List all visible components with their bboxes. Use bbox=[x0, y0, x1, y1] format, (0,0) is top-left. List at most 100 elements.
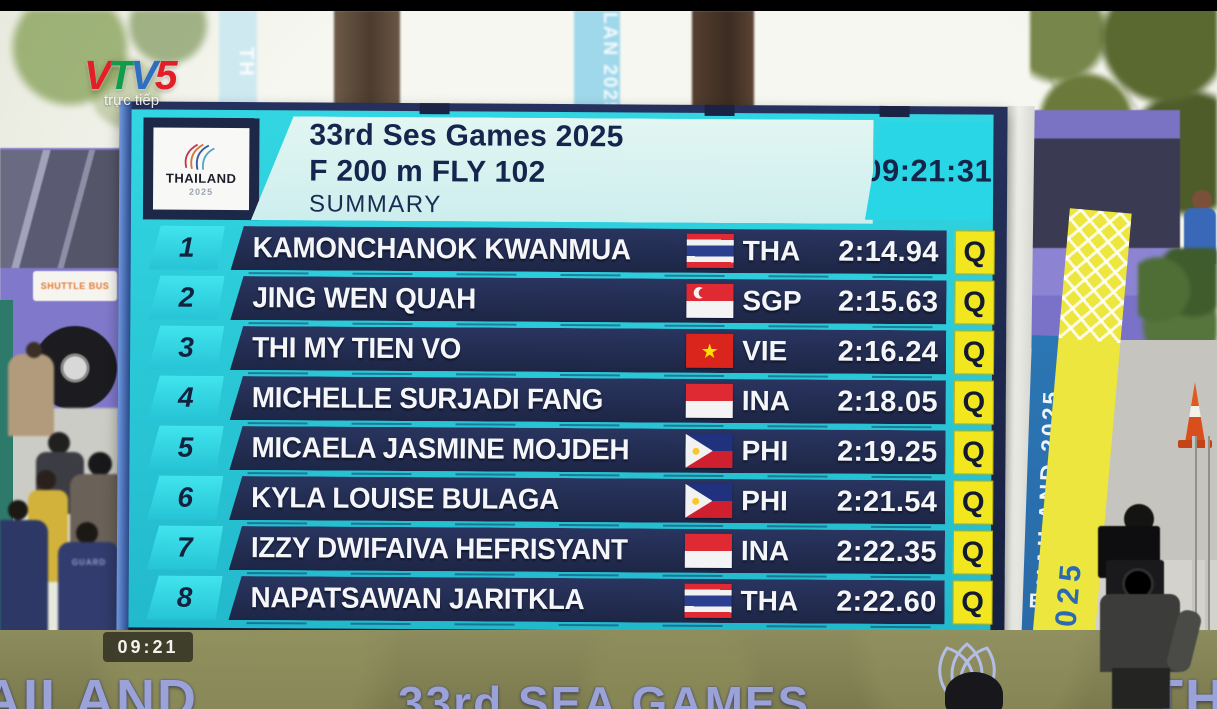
rank-number: 1 bbox=[178, 231, 195, 263]
flag-icon bbox=[685, 534, 732, 568]
rank-cell: 7 bbox=[147, 525, 223, 569]
athlete-name: IZZY DWIFAIVA HEFRISYANT bbox=[250, 532, 628, 567]
result-bar: NAPATSAWAN JARITKLA THA 2:22.60 bbox=[228, 576, 944, 624]
table-row: 6 KYLA LOUISE BULAGA PHI 2:21.54 Q bbox=[117, 475, 1005, 525]
rank-number: 4 bbox=[177, 381, 194, 413]
table-row: 3 THI MY TIEN VO VIE 2:16.24 Q bbox=[118, 325, 1006, 375]
person-silhouette bbox=[8, 354, 54, 436]
athlete-name: JING WEN QUAH bbox=[252, 282, 477, 316]
logo-letter: T bbox=[108, 52, 133, 98]
rank-number: 5 bbox=[177, 431, 194, 463]
event-logo-block: THAILAND 2025 bbox=[142, 117, 260, 221]
logo-letter: V bbox=[130, 52, 157, 98]
camera-operator bbox=[1080, 498, 1204, 709]
guard-silhouette bbox=[0, 520, 48, 635]
person-head bbox=[48, 432, 70, 454]
result-time: 2:21.54 bbox=[836, 485, 938, 519]
event-name: F 200 m FLY 102 bbox=[309, 154, 546, 189]
rank-cell: 5 bbox=[147, 425, 223, 469]
led-scoreboard: THAILAND 2025 33rd Ses Games 2025 F 200 … bbox=[116, 101, 1008, 639]
event-title: 33rd Ses Games 2025 bbox=[309, 118, 624, 154]
athlete-name: NAPATSAWAN JARITKLA bbox=[250, 582, 585, 617]
rank-number: 7 bbox=[177, 531, 193, 563]
hedge bbox=[1138, 248, 1217, 352]
result-time: 2:22.35 bbox=[836, 535, 937, 569]
bus-window bbox=[0, 150, 122, 268]
shuttle-bus-sign: SHUTTLE BUS bbox=[33, 271, 117, 301]
qualified-badge: Q bbox=[953, 380, 994, 425]
result-bar: KAMONCHANOK KWANMUA THA 2:14.94 bbox=[231, 226, 947, 274]
result-bar: KYLA LOUISE BULAGA PHI 2:21.54 bbox=[229, 476, 945, 524]
event-logo: THAILAND 2025 bbox=[152, 127, 250, 211]
qualified-badge: Q bbox=[952, 530, 994, 575]
rank-number: 3 bbox=[178, 331, 195, 363]
live-label: trực tiếp bbox=[104, 92, 160, 109]
rank-cell: 2 bbox=[148, 275, 224, 319]
rank-number: 2 bbox=[178, 281, 195, 313]
person-head bbox=[8, 500, 28, 520]
result-time: 2:15.63 bbox=[837, 285, 939, 319]
tree-trunk bbox=[334, 10, 400, 112]
vtv5-logo: VTV5 bbox=[84, 52, 204, 104]
rank-cell: 1 bbox=[149, 225, 225, 269]
event-logo-name: THAILAND bbox=[165, 170, 237, 186]
timestamp: 09:21 bbox=[117, 636, 179, 657]
athlete-name: MICAELA JASMINE MOJDEH bbox=[251, 432, 630, 467]
flag-icon bbox=[686, 334, 733, 368]
venue-banner: TH bbox=[219, 10, 257, 114]
result-time: 2:14.94 bbox=[838, 235, 939, 269]
frame-notch bbox=[879, 105, 910, 118]
table-row: 2 JING WEN QUAH SGP 2:15.63 Q bbox=[118, 275, 1006, 325]
shuttle-bus-sign-label: SHUTTLE BUS bbox=[40, 281, 110, 291]
flag-icon bbox=[686, 384, 733, 418]
qualified-badge: Q bbox=[953, 480, 994, 525]
camera-operator-legs bbox=[1112, 668, 1170, 709]
emblem-lattice bbox=[1058, 208, 1132, 344]
flag-icon bbox=[685, 484, 732, 518]
result-bar: THI MY TIEN VO VIE 2:16.24 bbox=[230, 326, 946, 374]
person-head bbox=[1192, 190, 1212, 210]
logo-letter: V bbox=[84, 52, 111, 98]
result-bar: IZZY DWIFAIVA HEFRISYANT INA 2:22.35 bbox=[229, 526, 945, 574]
table-row: 4 MICHELLE SURJADI FANG INA 2:18.05 Q bbox=[118, 375, 1006, 425]
result-time: 2:19.25 bbox=[836, 435, 938, 469]
result-time: 2:18.05 bbox=[837, 385, 938, 419]
rank-number: 6 bbox=[177, 481, 194, 513]
frame-notch bbox=[704, 104, 735, 117]
table-row: 5 MICAELA JASMINE MOJDEH PHI 2:19.25 Q bbox=[117, 425, 1005, 475]
event-phase: SUMMARY bbox=[308, 190, 442, 219]
table-row: 7 IZZY DWIFAIVA HEFRISYANT INA 2:22.35 Q bbox=[117, 525, 1005, 575]
flag-icon bbox=[684, 584, 731, 618]
qualified-badge: Q bbox=[954, 280, 995, 325]
result-time: 2:16.24 bbox=[837, 335, 939, 369]
result-bar: MICHELLE SURJADI FANG INA 2:18.05 bbox=[230, 376, 946, 424]
rank-cell: 6 bbox=[147, 475, 223, 519]
spectator-head-silhouette bbox=[945, 672, 1003, 709]
venue-banner: LAN 2025 bbox=[574, 10, 620, 116]
guard-label: GUARD bbox=[71, 558, 107, 567]
flag-icon bbox=[685, 434, 732, 468]
rank-cell: 4 bbox=[148, 375, 224, 419]
person-head bbox=[36, 470, 56, 490]
person-head bbox=[88, 452, 112, 476]
event-title-panel: 33rd Ses Games 2025 F 200 m FLY 102 SUMM… bbox=[251, 116, 874, 224]
clock-panel: 09:21:31 bbox=[865, 122, 992, 221]
table-row: 8 NAPATSAWAN JARITKLA THA 2:22.60 Q bbox=[116, 575, 1004, 625]
bottom-wall bbox=[0, 630, 1217, 709]
metal-fence bbox=[1192, 436, 1217, 632]
athlete-name: KYLA LOUISE BULAGA bbox=[251, 482, 560, 516]
event-logo-year: 2025 bbox=[189, 186, 214, 197]
table-row: 1 KAMONCHANOK KWANMUA THA 2:14.94 Q bbox=[119, 225, 1007, 275]
bottom-banner-text-center: 33rd SEA GAMES bbox=[398, 677, 811, 709]
logo-letter: 5 bbox=[154, 52, 178, 98]
clock: 09:21:31 bbox=[864, 152, 993, 189]
flag-icon bbox=[686, 284, 733, 318]
rank-cell: 3 bbox=[148, 325, 224, 369]
athlete-name: THI MY TIEN VO bbox=[252, 332, 462, 366]
bottom-banner-text-left: AILAND bbox=[0, 669, 198, 709]
thailand-emblem-icon bbox=[184, 143, 215, 170]
result-bar: JING WEN QUAH SGP 2:15.63 bbox=[230, 276, 946, 324]
result-time: 2:22.60 bbox=[836, 585, 937, 619]
qualified-badge: Q bbox=[952, 580, 993, 625]
qualified-badge: Q bbox=[953, 430, 994, 475]
